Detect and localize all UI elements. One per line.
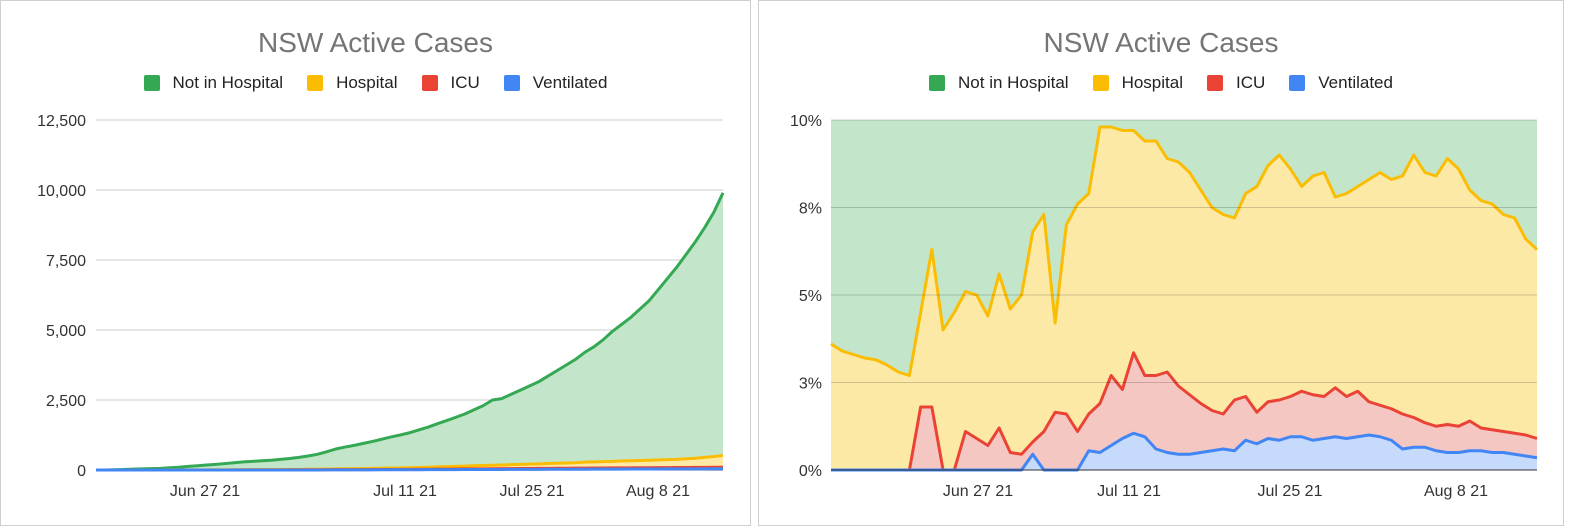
legend-label: Hospital <box>336 73 398 92</box>
x-tick-label: Jun 27 21 <box>943 483 1013 500</box>
y-tick-label: 12,500 <box>37 113 86 130</box>
legend-label: ICU <box>450 73 480 92</box>
y-tick-label: 8% <box>799 201 822 218</box>
legend-swatch <box>143 75 160 91</box>
legend-swatch <box>1289 75 1306 91</box>
chart-title: NSW Active Cases <box>1043 27 1279 58</box>
legend-item-ventilated: Ventilated <box>503 73 608 93</box>
y-tick-label: 0% <box>799 463 822 480</box>
legend-label: ICU <box>1236 73 1266 92</box>
legend-item-icu: ICU <box>421 73 480 93</box>
y-tick-label: 0 <box>77 463 86 480</box>
legend-swatch <box>307 75 324 91</box>
legend-label: Ventilated <box>1318 73 1393 92</box>
series-line <box>96 467 724 472</box>
chart-panel-left: NSW Active Cases Not in Hospital Hospita… <box>0 0 751 526</box>
legend-item-hospital: Hospital <box>1092 73 1183 93</box>
y-tick-label: 5,000 <box>46 323 86 340</box>
series-area <box>96 192 723 471</box>
y-tick-label: 5% <box>799 288 822 305</box>
y-tick-label: 10% <box>790 113 822 130</box>
x-tick-label: Jul 25 21 <box>500 483 565 500</box>
legend-item-not-in-hospital: Not in Hospital <box>929 73 1069 93</box>
legend-label: Ventilated <box>532 73 608 92</box>
chart-plot-right: 0% 3% 5% 8% 10% Jun 27 21 Jul 11 21 Jul 25 21 Au… <box>790 113 1539 500</box>
legend-item-not-in-hospital: Not in Hospital <box>143 73 284 93</box>
x-tick-label: Jul 11 21 <box>1097 483 1161 500</box>
y-tick-label: 7,500 <box>46 253 86 270</box>
legend-label: Not in Hospital <box>172 73 284 92</box>
y-tick-label: 3% <box>799 376 822 393</box>
legend-swatch <box>929 75 946 91</box>
legend-item-ventilated: Ventilated <box>1289 73 1393 93</box>
x-tick-label: Jul 25 21 <box>1258 483 1323 500</box>
legend-label: Not in Hospital <box>958 73 1069 92</box>
legend-swatch <box>421 75 438 91</box>
chart-legend: Not in Hospital Hospital ICU Ventilated <box>1 73 750 93</box>
chart-panel-right: NSW Active Cases Not in Hospital Hospita… <box>758 0 1564 526</box>
legend-item-icu: ICU <box>1207 73 1265 93</box>
x-tick-label: Jun 27 21 <box>170 483 240 500</box>
x-tick-label: Aug 8 21 <box>626 483 690 500</box>
x-tick-label: Jul 11 21 <box>373 483 437 500</box>
chart-title: NSW Active Cases <box>258 27 493 58</box>
legend-swatch <box>1092 75 1109 91</box>
chart-plot-left: 0 2,500 5,000 7,500 10,000 12,500 Jun 27 21 Jul… <box>37 113 725 500</box>
series-area <box>831 127 1537 470</box>
legend-label: Hospital <box>1121 73 1183 92</box>
legend-item-hospital: Hospital <box>307 73 398 93</box>
legend-swatch <box>1207 75 1223 91</box>
series-line <box>830 125 1539 377</box>
x-tick-label: Aug 8 21 <box>1424 483 1488 500</box>
series-area <box>96 455 723 470</box>
y-tick-label: 2,500 <box>46 393 86 410</box>
legend-swatch <box>503 75 520 91</box>
chart-legend: Not in Hospital Hospital ICU Ventilated <box>759 73 1563 93</box>
series-area <box>831 433 1537 470</box>
series-line <box>96 192 725 472</box>
y-tick-label: 10,000 <box>37 183 86 200</box>
